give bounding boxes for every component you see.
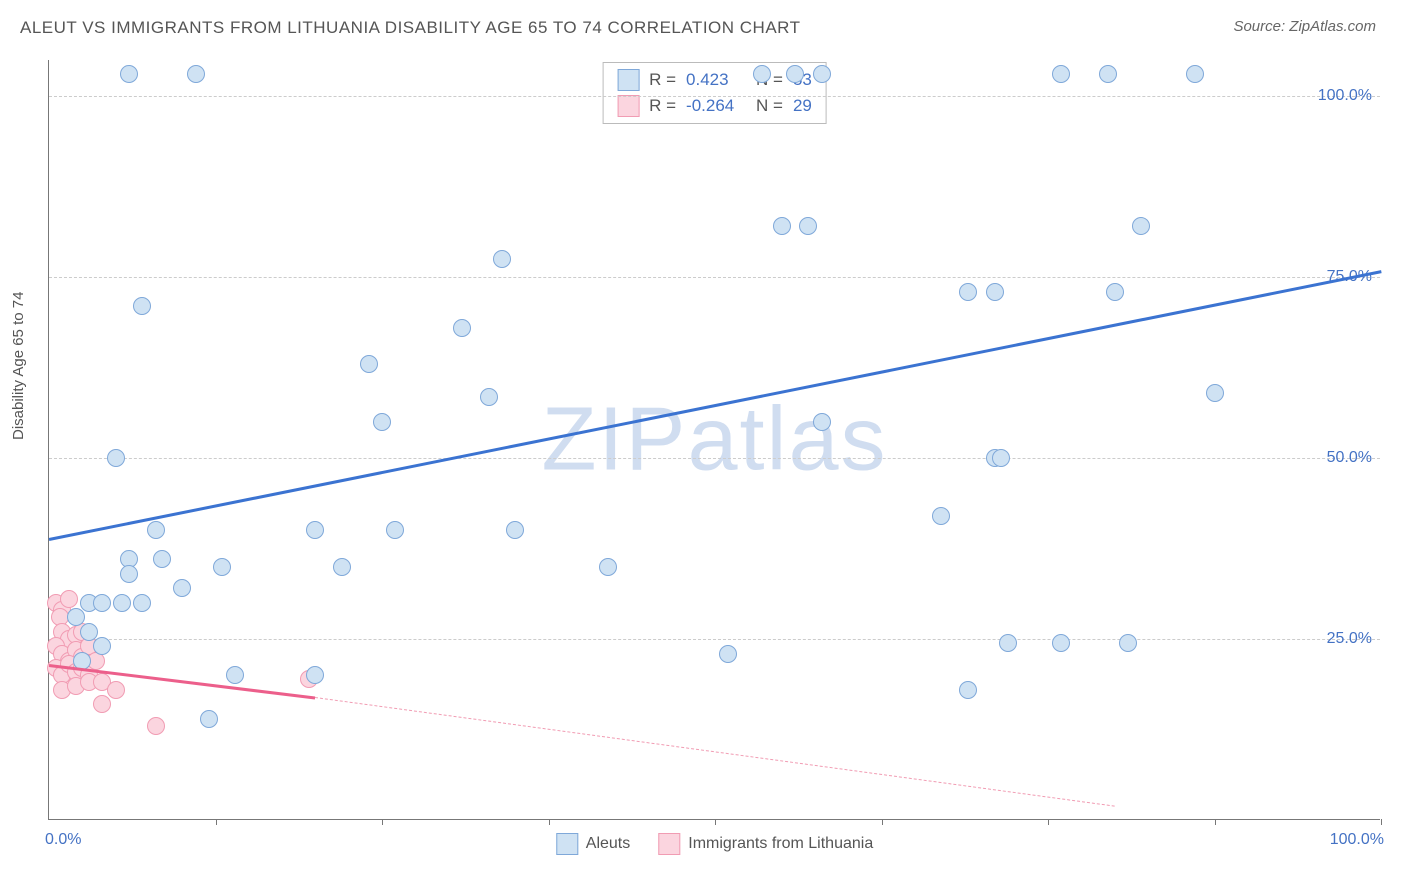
data-point-aleuts (200, 710, 218, 728)
data-point-aleuts (213, 558, 231, 576)
x-axis-max-label: 100.0% (1330, 831, 1384, 849)
y-tick-label: 50.0% (1327, 449, 1372, 467)
y-tick-label: 25.0% (1327, 630, 1372, 648)
data-point-aleuts (386, 521, 404, 539)
data-point-lithuania (60, 590, 78, 608)
data-point-aleuts (1132, 217, 1150, 235)
r-value: 0.423 (686, 70, 746, 90)
data-point-aleuts (373, 413, 391, 431)
data-point-aleuts (1119, 634, 1137, 652)
series-legend: Aleuts Immigrants from Lithuania (556, 833, 873, 855)
x-tick (1215, 819, 1216, 825)
data-point-aleuts (813, 413, 831, 431)
data-point-aleuts (1052, 634, 1070, 652)
data-point-aleuts (173, 579, 191, 597)
data-point-aleuts (120, 65, 138, 83)
gridline (49, 639, 1380, 640)
data-point-aleuts (453, 319, 471, 337)
data-point-lithuania (93, 695, 111, 713)
x-axis-min-label: 0.0% (45, 831, 81, 849)
chart-plot-area: ZIPatlas R =0.423N =53R =-0.264N =29 Ale… (48, 60, 1380, 820)
data-point-aleuts (999, 634, 1017, 652)
x-tick (382, 819, 383, 825)
n-value: 29 (793, 96, 812, 116)
legend-swatch (658, 833, 680, 855)
data-point-aleuts (753, 65, 771, 83)
x-tick (549, 819, 550, 825)
data-point-aleuts (67, 608, 85, 626)
legend-item: Immigrants from Lithuania (658, 833, 873, 855)
data-point-aleuts (1106, 283, 1124, 301)
data-point-aleuts (80, 623, 98, 641)
legend-label: Aleuts (586, 835, 630, 853)
n-label: N = (756, 96, 783, 116)
data-point-aleuts (773, 217, 791, 235)
legend-row: R =0.423N =53 (617, 67, 812, 93)
legend-swatch (617, 95, 639, 117)
gridline (49, 277, 1380, 278)
data-point-aleuts (932, 507, 950, 525)
gridline (49, 96, 1380, 97)
data-point-aleuts (1206, 384, 1224, 402)
data-point-aleuts (306, 666, 324, 684)
data-point-aleuts (133, 297, 151, 315)
legend-swatch (556, 833, 578, 855)
r-value: -0.264 (686, 96, 746, 116)
y-axis-label: Disability Age 65 to 74 (10, 292, 27, 440)
data-point-aleuts (599, 558, 617, 576)
data-point-aleuts (133, 594, 151, 612)
data-point-aleuts (992, 449, 1010, 467)
data-point-aleuts (986, 283, 1004, 301)
x-tick (1381, 819, 1382, 825)
gridline (49, 458, 1380, 459)
data-point-aleuts (107, 449, 125, 467)
x-tick (882, 819, 883, 825)
data-point-aleuts (153, 550, 171, 568)
data-point-aleuts (113, 594, 131, 612)
data-point-aleuts (719, 645, 737, 663)
data-point-aleuts (226, 666, 244, 684)
data-point-aleuts (120, 565, 138, 583)
trend-line (49, 270, 1382, 541)
x-tick (1048, 819, 1049, 825)
data-point-aleuts (1052, 65, 1070, 83)
data-point-aleuts (959, 681, 977, 699)
r-label: R = (649, 70, 676, 90)
source-attribution: Source: ZipAtlas.com (1233, 18, 1376, 35)
data-point-aleuts (506, 521, 524, 539)
data-point-aleuts (959, 283, 977, 301)
data-point-aleuts (1186, 65, 1204, 83)
data-point-aleuts (147, 521, 165, 539)
data-point-aleuts (333, 558, 351, 576)
data-point-aleuts (93, 637, 111, 655)
data-point-aleuts (799, 217, 817, 235)
data-point-aleuts (93, 594, 111, 612)
r-label: R = (649, 96, 676, 116)
legend-item: Aleuts (556, 833, 630, 855)
data-point-aleuts (813, 65, 831, 83)
data-point-aleuts (187, 65, 205, 83)
data-point-lithuania (107, 681, 125, 699)
data-point-aleuts (480, 388, 498, 406)
y-tick-label: 100.0% (1318, 87, 1372, 105)
x-tick (216, 819, 217, 825)
legend-label: Immigrants from Lithuania (688, 835, 873, 853)
data-point-aleuts (360, 355, 378, 373)
chart-title: ALEUT VS IMMIGRANTS FROM LITHUANIA DISAB… (20, 18, 801, 38)
data-point-lithuania (147, 717, 165, 735)
data-point-aleuts (493, 250, 511, 268)
data-point-aleuts (306, 521, 324, 539)
trend-line (315, 697, 1114, 807)
data-point-aleuts (1099, 65, 1117, 83)
legend-swatch (617, 69, 639, 91)
data-point-aleuts (786, 65, 804, 83)
x-tick (715, 819, 716, 825)
